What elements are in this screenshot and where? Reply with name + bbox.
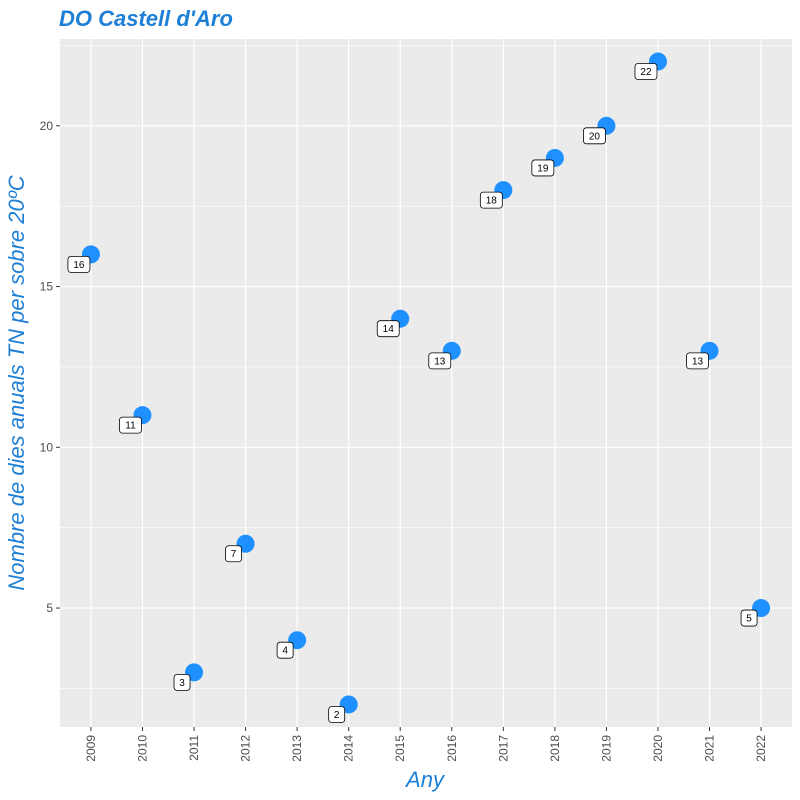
- minor-gridlines: [60, 45, 792, 689]
- x-tick-label: 2010: [135, 735, 149, 762]
- plot-panel: [60, 39, 792, 727]
- x-tick-label: 2013: [290, 735, 304, 762]
- x-axis: 2009 2010 2011 2012 2013 2014 2015 2016 2017 2018…: [84, 727, 768, 762]
- data-label-box: [428, 352, 452, 370]
- data-label-box: [686, 352, 709, 370]
- x-tick-label: 2009: [84, 735, 98, 762]
- x-tick-label: 2022: [754, 735, 768, 762]
- data-label-box: [531, 159, 555, 177]
- data-label-box: [634, 63, 658, 80]
- data-label: 14: [383, 324, 395, 335]
- data-label-box: [119, 416, 142, 434]
- data-label: 7: [231, 549, 237, 560]
- x-axis-title: Any: [404, 767, 446, 792]
- data-label-box: [328, 706, 346, 723]
- data-label-box: [173, 673, 191, 691]
- x-tick-label: 2016: [445, 735, 459, 762]
- data-label: 4: [282, 646, 288, 657]
- data-label: 20: [589, 131, 601, 142]
- x-tick-label: 2017: [496, 735, 510, 762]
- data-label-box: [479, 191, 503, 209]
- data-label: 18: [486, 196, 498, 207]
- x-tick-label: 2015: [393, 735, 407, 762]
- y-tick-label: 15: [40, 280, 54, 294]
- data-label: 5: [746, 614, 752, 625]
- data-label-box: [740, 609, 758, 627]
- data-label: 11: [125, 421, 136, 432]
- y-tick-label: 5: [46, 601, 53, 615]
- x-tick-label: 2011: [187, 735, 201, 761]
- data-label: 13: [434, 356, 446, 367]
- data-labels: 16 11 3 7 4 2 14 13 18 19 20 22 13 5: [67, 63, 758, 723]
- data-label: 2: [334, 710, 340, 721]
- x-tick-label: 2012: [239, 735, 253, 762]
- x-tick-label: 2021: [703, 735, 717, 762]
- chart-title: DO Castell d'Aro: [59, 6, 233, 31]
- data-label: 16: [73, 260, 85, 271]
- x-tick-label: 2018: [548, 735, 562, 762]
- data-label-box: [225, 545, 242, 563]
- y-axis: 5 10 15 20: [40, 119, 60, 615]
- data-label: 3: [179, 678, 185, 689]
- y-tick-label: 10: [40, 440, 54, 454]
- x-tick-label: 2014: [342, 735, 356, 762]
- y-axis-title: Nombre de dies anuals TN per sobre 20ºC: [4, 175, 29, 590]
- data-label-box: [276, 641, 294, 659]
- data-label: 22: [640, 67, 652, 78]
- data-label: 13: [692, 356, 704, 367]
- data-label: 19: [537, 163, 549, 174]
- y-tick-label: 20: [40, 119, 54, 133]
- x-tick-label: 2020: [651, 735, 665, 762]
- data-label-box: [67, 256, 91, 273]
- data-label-box: [583, 127, 606, 145]
- data-label-box: [376, 320, 400, 338]
- x-tick-label: 2019: [599, 735, 613, 762]
